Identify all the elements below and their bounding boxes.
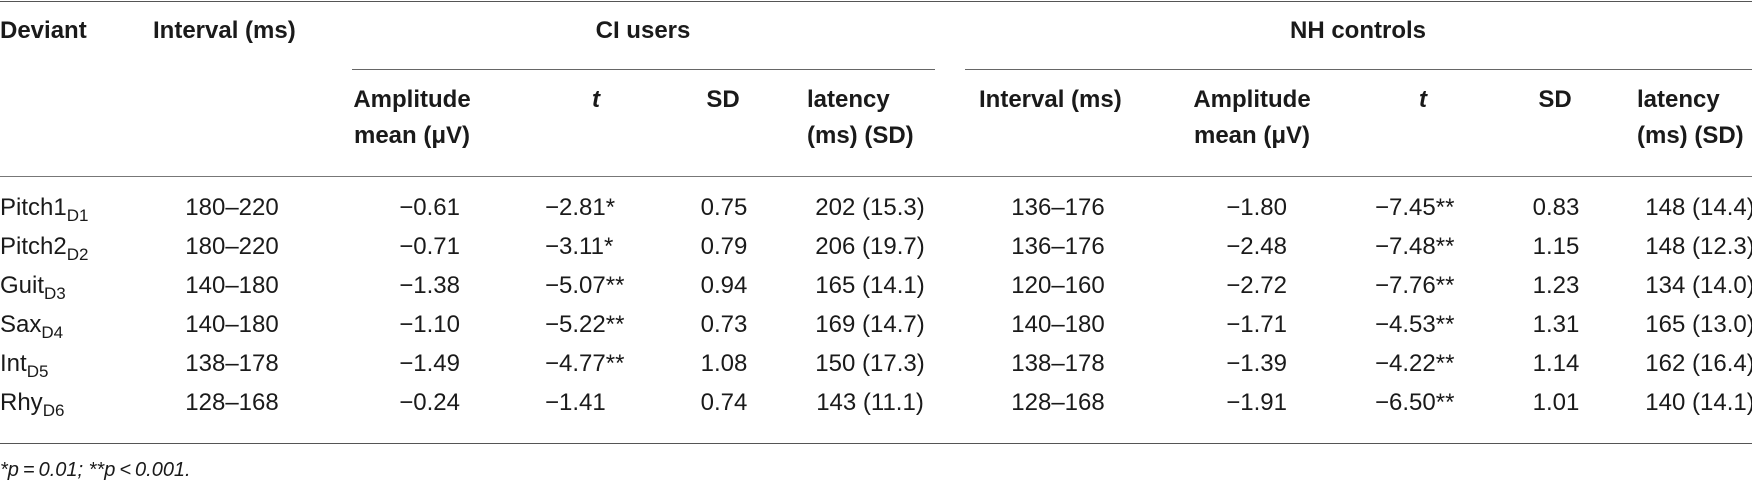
nh-sd-cell: 1.14 (1532, 350, 1580, 377)
nh-latency-cell: 140 (14.1) (1645, 389, 1752, 416)
nh-amplitude-cell: −2.48 (1226, 233, 1287, 260)
nh-amplitude-cell: −1.39 (1226, 350, 1287, 377)
ci-latency-cell: 143 (11.1) (816, 389, 924, 416)
top-rule (0, 1, 1752, 2)
ci-interval-cell: 180–220 (185, 233, 279, 260)
header-nh-latency: latency (ms) (SD) (1637, 86, 1744, 149)
ci-t-cell: −1.41 (545, 389, 606, 416)
nh-sd-cell: 1.15 (1532, 233, 1580, 260)
ci-t-cell: −3.11* (545, 233, 614, 260)
nh-amplitude-cell: −1.91 (1226, 389, 1287, 416)
nh-latency-cell: 148 (12.3) (1645, 233, 1752, 260)
ci-latency-cell: 165 (14.1) (815, 272, 925, 299)
header-ci-amplitude: Amplitude mean (μV) (353, 86, 471, 149)
table-footnote: *p = 0.01; **p < 0.001. (0, 459, 191, 481)
nh-sd-cell: 1.31 (1532, 311, 1580, 338)
nh-sd-cell: 1.01 (1532, 389, 1580, 416)
ci-amplitude-cell: −0.71 (399, 233, 460, 260)
nh-sd-cell: 1.23 (1532, 272, 1580, 299)
header-nh-controls: NH controls (1289, 17, 1427, 44)
ci-latency-cell: 206 (19.7) (815, 233, 925, 260)
ci-sd-cell: 0.74 (700, 389, 748, 416)
nh-interval-cell: 120–160 (1011, 272, 1105, 299)
ci-amplitude-cell: −1.10 (399, 311, 460, 338)
header-rule (0, 176, 1752, 177)
ci-sd-cell: 0.94 (700, 272, 748, 299)
nh-amplitude-cell: −1.80 (1226, 194, 1287, 221)
ci-sd-cell: 1.08 (700, 350, 748, 377)
deviant-cell: GuitD3 (0, 272, 66, 303)
header-interval: Interval (ms) (153, 17, 296, 44)
nh-t-cell: −6.50** (1375, 389, 1455, 416)
ci-latency-cell: 169 (14.7) (815, 311, 925, 338)
ci-group-rule (352, 69, 935, 70)
ci-amplitude-cell: −0.24 (399, 389, 460, 416)
ci-latency-cell: 150 (17.3) (815, 350, 925, 377)
nh-sd-cell: 0.83 (1532, 194, 1580, 221)
nh-latency-cell: 162 (16.4) (1645, 350, 1752, 377)
ci-t-cell: −5.07** (545, 272, 625, 299)
header-ci-latency: latency (ms) (SD) (807, 86, 914, 149)
deviant-cell: Pitch1D1 (0, 194, 89, 225)
ci-sd-cell: 0.79 (700, 233, 748, 260)
header-nh-sd: SD (1538, 86, 1572, 113)
nh-t-cell: −4.53** (1375, 311, 1455, 338)
deviant-cell: SaxD4 (0, 311, 64, 342)
nh-latency-cell: 165 (13.0) (1645, 311, 1752, 338)
ci-amplitude-cell: −1.49 (399, 350, 460, 377)
header-ci-users: CI users (595, 17, 691, 44)
ci-amplitude-cell: −0.61 (399, 194, 460, 221)
nh-t-cell: −7.48** (1375, 233, 1455, 260)
ci-sd-cell: 0.73 (700, 311, 748, 338)
ci-interval-cell: 180–220 (185, 194, 279, 221)
deviant-cell: IntD5 (0, 350, 49, 381)
nh-amplitude-cell: −2.72 (1226, 272, 1287, 299)
header-nh-t: t (1419, 86, 1427, 113)
nh-latency-cell: 148 (14.4) (1645, 194, 1752, 221)
header-nh-interval: Interval (ms) (979, 86, 1122, 113)
nh-interval-cell: 140–180 (1011, 311, 1105, 338)
nh-t-cell: −4.22** (1375, 350, 1455, 377)
ci-t-cell: −5.22** (545, 311, 625, 338)
ci-t-cell: −2.81* (545, 194, 616, 221)
nh-interval-cell: 136–176 (1011, 233, 1105, 260)
nh-t-cell: −7.45** (1375, 194, 1455, 221)
ci-sd-cell: 0.75 (700, 194, 748, 221)
ci-interval-cell: 128–168 (185, 389, 279, 416)
nh-amplitude-cell: −1.71 (1226, 311, 1287, 338)
header-nh-amplitude: Amplitude mean (μV) (1193, 86, 1311, 149)
ci-interval-cell: 138–178 (185, 350, 279, 377)
deviant-cell: RhyD6 (0, 389, 65, 420)
ci-interval-cell: 140–180 (185, 311, 279, 338)
header-deviant: Deviant (0, 17, 87, 44)
header-ci-t: t (592, 86, 600, 113)
nh-interval-cell: 136–176 (1011, 194, 1105, 221)
nh-latency-cell: 134 (14.0) (1645, 272, 1752, 299)
nh-group-rule (965, 69, 1752, 70)
ci-t-cell: −4.77** (545, 350, 625, 377)
deviant-cell: Pitch2D2 (0, 233, 89, 264)
ci-interval-cell: 140–180 (185, 272, 279, 299)
nh-t-cell: −7.76** (1375, 272, 1455, 299)
bottom-rule (0, 443, 1752, 444)
ci-latency-cell: 202 (15.3) (815, 194, 925, 221)
header-ci-sd: SD (706, 86, 740, 113)
nh-interval-cell: 138–178 (1011, 350, 1105, 377)
ci-amplitude-cell: −1.38 (399, 272, 460, 299)
nh-interval-cell: 128–168 (1011, 389, 1105, 416)
